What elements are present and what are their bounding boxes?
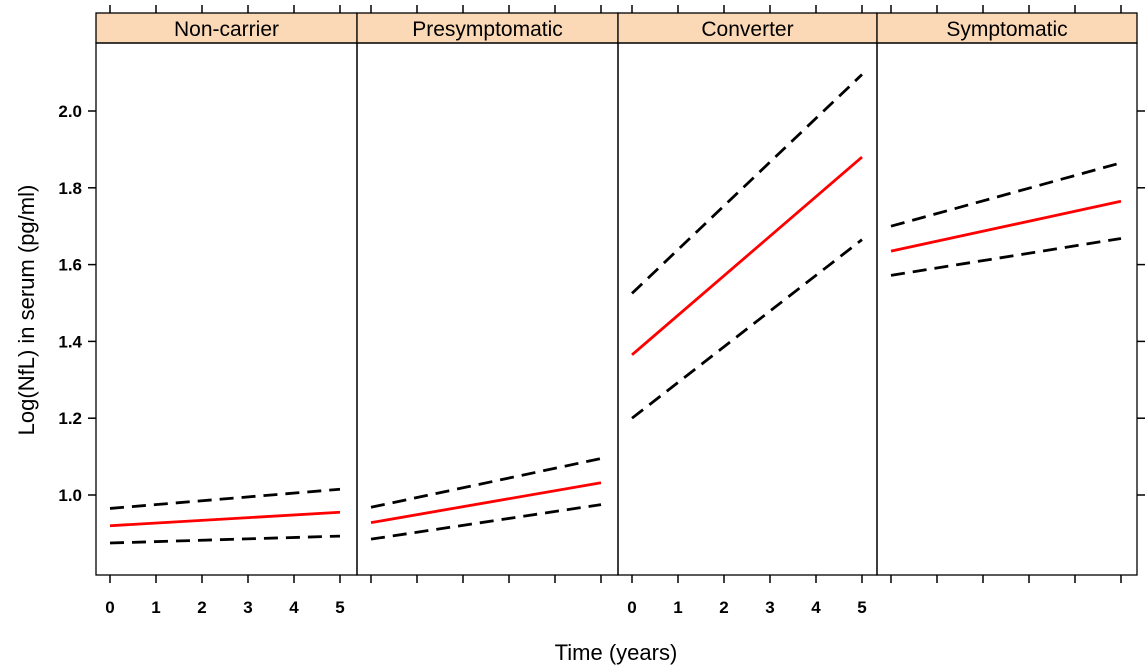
y-axis-title: Log(NfL) in serum (pg/ml) <box>14 185 39 436</box>
lower-ci-line <box>890 237 1122 277</box>
panel-frame <box>95 42 358 576</box>
fitted-line <box>890 199 1122 253</box>
panel-strip <box>617 12 878 44</box>
panel-non-carrier: Non-carrier 0 1 2 3 4 5 <box>95 12 358 617</box>
fitted-line <box>109 510 341 528</box>
x-tick-label: 4 <box>811 598 821 617</box>
lower-ci-line <box>631 238 863 420</box>
upper-ci-line <box>370 457 602 509</box>
panel-presymptomatic: Presymptomatic <box>356 12 619 583</box>
x-tick-label: 0 <box>627 598 636 617</box>
strip-label: Symptomatic <box>946 18 1067 41</box>
y-tick-label: 1.8 <box>58 179 82 198</box>
panel-strip <box>876 12 1138 44</box>
y-tick-label: 1.4 <box>58 332 82 351</box>
upper-ci-line <box>109 487 341 510</box>
upper-ci-line <box>890 161 1122 228</box>
x-tick-label: 0 <box>105 598 114 617</box>
fitted-line <box>631 156 863 356</box>
x-tick-label: 1 <box>151 598 160 617</box>
upper-ci-line <box>631 73 863 295</box>
panel-frame <box>617 42 878 576</box>
fitted-line <box>370 481 602 525</box>
x-tick-label: 5 <box>335 598 344 617</box>
y-tick-label: 2.0 <box>58 102 82 121</box>
strip-label: Converter <box>701 18 793 41</box>
panel-strip <box>95 12 358 44</box>
x-tick-label: 3 <box>765 598 774 617</box>
strip-label: Non-carrier <box>174 18 279 41</box>
x-tick-label: 2 <box>719 598 728 617</box>
panel-converter: Converter 0 1 2 3 4 5 <box>617 12 878 617</box>
x-tick-label: 5 <box>857 598 866 617</box>
x-tick-label: 4 <box>289 598 299 617</box>
panel-symptomatic: Symptomatic <box>876 12 1138 583</box>
panel-frame <box>356 42 619 576</box>
y-tick-label: 1.6 <box>58 256 82 275</box>
panel-frame <box>876 42 1138 576</box>
y-tick-label: 1.2 <box>58 409 82 428</box>
x-axis-title: Time (years) <box>555 640 678 665</box>
x-tick-label: 3 <box>243 598 252 617</box>
strip-label: Presymptomatic <box>412 18 563 41</box>
y-tick-label: 1.0 <box>58 486 82 505</box>
x-tick-label: 2 <box>197 598 206 617</box>
lower-ci-line <box>109 534 341 545</box>
lower-ci-line <box>370 503 602 541</box>
x-tick-label: 1 <box>673 598 682 617</box>
